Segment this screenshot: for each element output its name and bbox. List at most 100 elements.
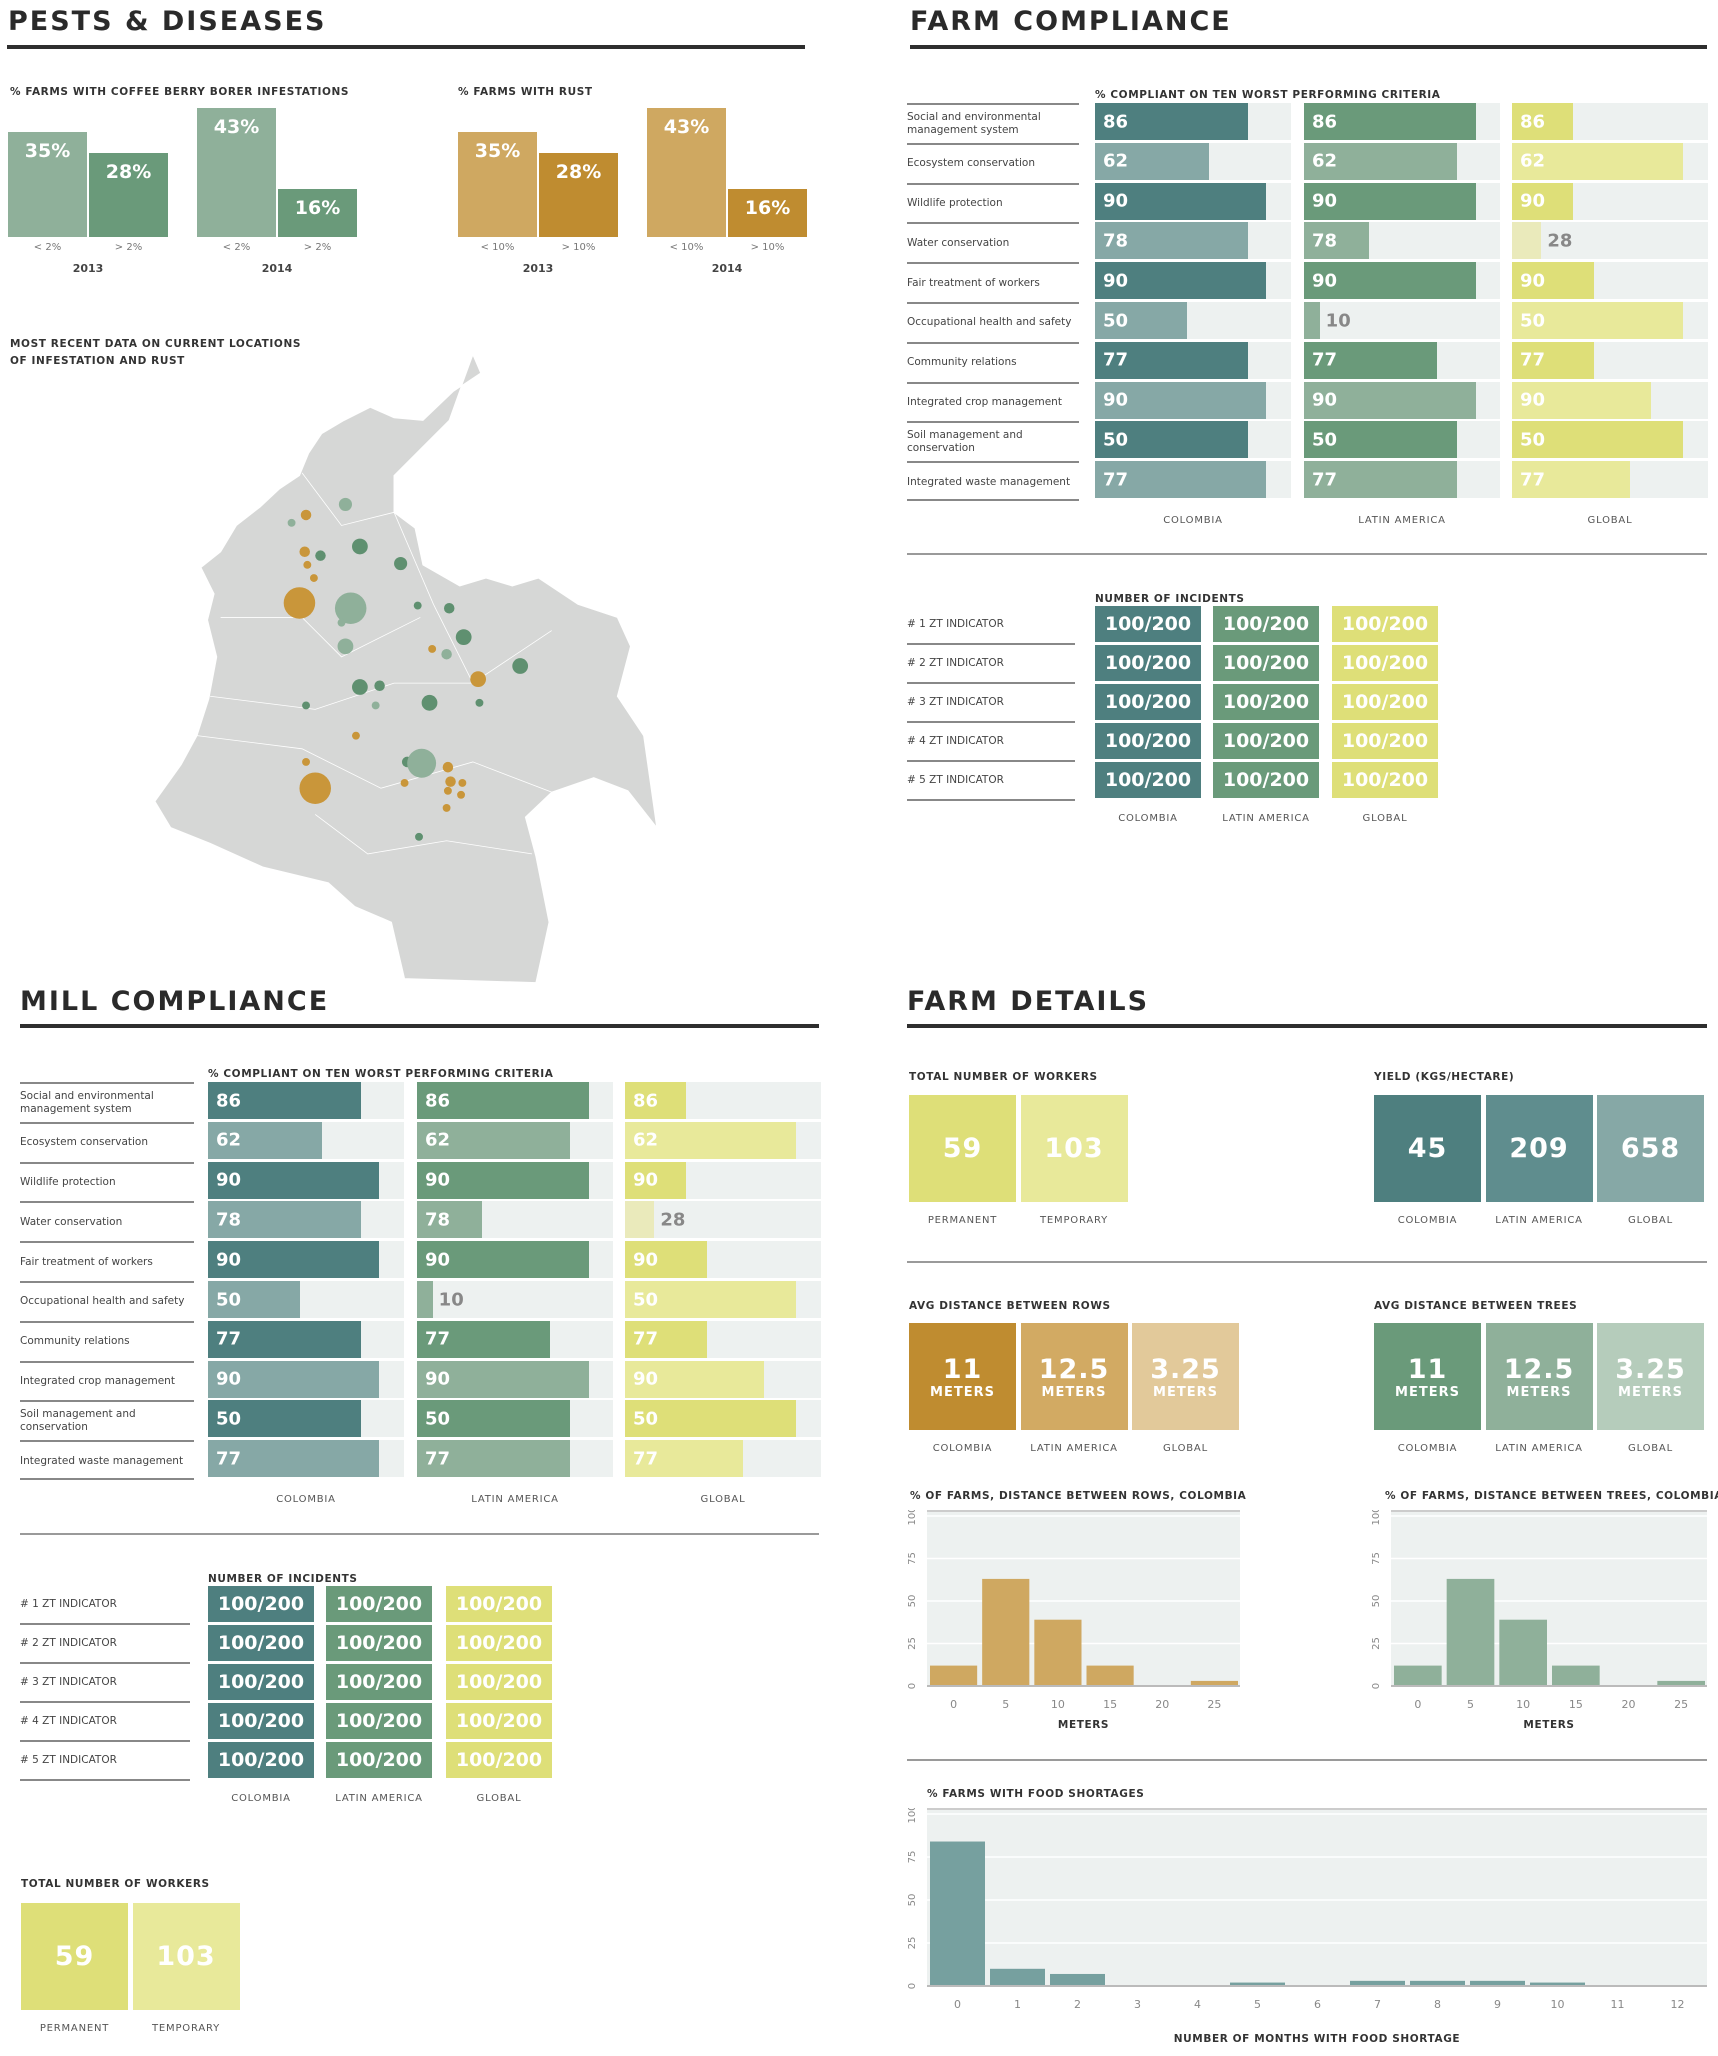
compliance-value: 10 bbox=[1325, 310, 1351, 331]
compliance-bar-track: 77 bbox=[208, 1320, 404, 1358]
compliance-value: 90 bbox=[216, 1368, 242, 1390]
compliance-bar-fill bbox=[417, 1241, 590, 1279]
criterion-label: Integrated waste management bbox=[20, 1440, 194, 1480]
x-tick-label: 3 bbox=[1134, 1998, 1141, 2011]
row-divider bbox=[907, 499, 1079, 501]
bar-category-label: < 10% bbox=[480, 242, 515, 253]
compliance-value: 77 bbox=[633, 1448, 659, 1470]
compliance-bar-fill bbox=[1095, 421, 1248, 459]
chart-title: % OF FARMS, DISTANCE BETWEEN ROWS, COLOM… bbox=[910, 1490, 1247, 1502]
x-tick-label: 8 bbox=[1434, 1998, 1441, 2011]
compliance-bar-fill bbox=[1304, 461, 1457, 499]
criterion-label: Community relations bbox=[907, 341, 1079, 382]
stat-unit: METERS bbox=[1618, 1384, 1683, 1400]
incident-count: 100/200 bbox=[1095, 723, 1201, 759]
compliance-value: 90 bbox=[1103, 190, 1129, 212]
stat-label: PERMANENT bbox=[927, 1215, 998, 1226]
compliance-bar-track: 90 bbox=[417, 1241, 613, 1279]
compliance-value: 50 bbox=[216, 1408, 242, 1430]
x-axis-title: METERS bbox=[1058, 1719, 1109, 1731]
compliance-value: 50 bbox=[1520, 429, 1546, 451]
incident-count: 100/200 bbox=[326, 1742, 432, 1778]
histogram-bar bbox=[982, 1578, 1030, 1686]
incident-count: 100/200 bbox=[1332, 606, 1438, 642]
compliance-value: 86 bbox=[1103, 111, 1129, 132]
incident-count: 100/200 bbox=[1095, 606, 1201, 642]
x-tick-label: 0 bbox=[954, 1998, 961, 2011]
incident-count: 100/200 bbox=[1095, 645, 1201, 681]
compliance-value: 77 bbox=[216, 1448, 242, 1470]
compliance-value: 86 bbox=[633, 1090, 659, 1111]
compliance-bar-track: 28 bbox=[1512, 222, 1708, 260]
histogram-bar bbox=[1050, 1973, 1105, 1986]
compliance-value: 90 bbox=[1312, 389, 1338, 411]
bar-category-label: > 10% bbox=[750, 242, 785, 253]
compliance-bar-track: 77 bbox=[208, 1440, 404, 1478]
year-label: 2014 bbox=[261, 262, 293, 275]
compliance-bar-track: 10 bbox=[1304, 302, 1500, 339]
compliance-bar-track: 50 bbox=[1512, 421, 1708, 459]
criterion-label: Wildlife protection bbox=[20, 1161, 194, 1202]
stat-value: 658 bbox=[1620, 1133, 1681, 1164]
x-tick-label: 2 bbox=[1074, 1998, 1081, 2011]
stat-unit: METERS bbox=[930, 1384, 995, 1400]
compliance-value: 78 bbox=[1103, 230, 1129, 252]
stat-value: 103 bbox=[1044, 1133, 1104, 1164]
compliance-value: 86 bbox=[1312, 111, 1338, 132]
compliance-value: 90 bbox=[1520, 270, 1546, 292]
compliance-bar-track: 90 bbox=[208, 1241, 404, 1279]
histogram: 0 25 50 75 100 0 5 10 15 20 25 METERS bbox=[1371, 1510, 1707, 1731]
compliance-bar-track: 50 bbox=[1304, 421, 1500, 459]
x-axis-title: NUMBER OF MONTHS WITH FOOD SHORTAGE bbox=[1174, 2033, 1460, 2045]
compliance-bar-fill bbox=[625, 1201, 655, 1239]
department-borders bbox=[196, 472, 552, 855]
incident-count: 100/200 bbox=[1332, 723, 1438, 759]
bar-value-label: 35% bbox=[24, 140, 71, 162]
y-tick-label: 75 bbox=[907, 1552, 918, 1565]
bar-category-label: < 2% bbox=[222, 242, 251, 253]
compliance-value: 90 bbox=[633, 1169, 659, 1191]
compliance-bar-track: 78 bbox=[417, 1201, 613, 1239]
rust-bar: 16% bbox=[728, 189, 807, 237]
year-label: 2013 bbox=[522, 262, 554, 275]
compliance-value: 90 bbox=[633, 1368, 659, 1390]
farm-compliance-title: FARM COMPLIANCE bbox=[910, 6, 1232, 37]
compliance-bar-track: 50 bbox=[625, 1281, 821, 1318]
compliance-value: 78 bbox=[216, 1209, 242, 1231]
criterion-label: Soil management and conservation bbox=[20, 1400, 194, 1440]
compliance-bar-track: 90 bbox=[1304, 182, 1500, 220]
incident-count: 100/200 bbox=[208, 1742, 314, 1778]
x-tick-label: 0 bbox=[1414, 1698, 1421, 1711]
compliance-bar-track: 62 bbox=[625, 1121, 821, 1159]
compliance-value: 90 bbox=[1520, 190, 1546, 212]
histogram-bar bbox=[1086, 1665, 1134, 1686]
x-tick-label: 10 bbox=[1551, 1998, 1565, 2011]
compliance-value: 10 bbox=[438, 1289, 464, 1310]
x-tick-label: 25 bbox=[1207, 1698, 1221, 1711]
compliance-bar-fill bbox=[208, 1121, 322, 1159]
stat-box: 12.5 METERS bbox=[1020, 1323, 1128, 1430]
incident-count: 100/200 bbox=[446, 1586, 552, 1622]
incident-region-label: LATIN AMERICA bbox=[335, 1793, 423, 1804]
compliance-bar-fill bbox=[1512, 182, 1573, 220]
criterion-label: Social and environmental management syst… bbox=[20, 1082, 194, 1122]
x-tick-label: 11 bbox=[1611, 1998, 1625, 2011]
stat-box: 45 bbox=[1374, 1095, 1481, 1202]
compliance-value: 77 bbox=[1312, 469, 1338, 491]
x-tick-label: 10 bbox=[1051, 1698, 1065, 1711]
y-tick-label: 0 bbox=[907, 1683, 918, 1689]
farm-compliance-rule bbox=[910, 45, 1707, 49]
bar-category-label: < 10% bbox=[669, 242, 704, 253]
compliance-bar-track: 90 bbox=[625, 1161, 821, 1199]
incident-count: 100/200 bbox=[208, 1703, 314, 1739]
compliance-bar-fill bbox=[1095, 302, 1188, 339]
stat-box: 3.25 METERS bbox=[1132, 1323, 1239, 1430]
compliance-bar-fill bbox=[417, 1281, 433, 1318]
compliance-bar-track: 77 bbox=[625, 1440, 821, 1478]
compliance-bar-fill bbox=[1304, 222, 1369, 260]
borer-bar: 16% bbox=[278, 189, 357, 237]
compliance-value: 50 bbox=[1312, 429, 1338, 451]
borer-bar: 43% bbox=[197, 108, 276, 237]
compliance-bar-track: 62 bbox=[208, 1121, 404, 1159]
compliance-bar-track: 90 bbox=[417, 1360, 613, 1398]
